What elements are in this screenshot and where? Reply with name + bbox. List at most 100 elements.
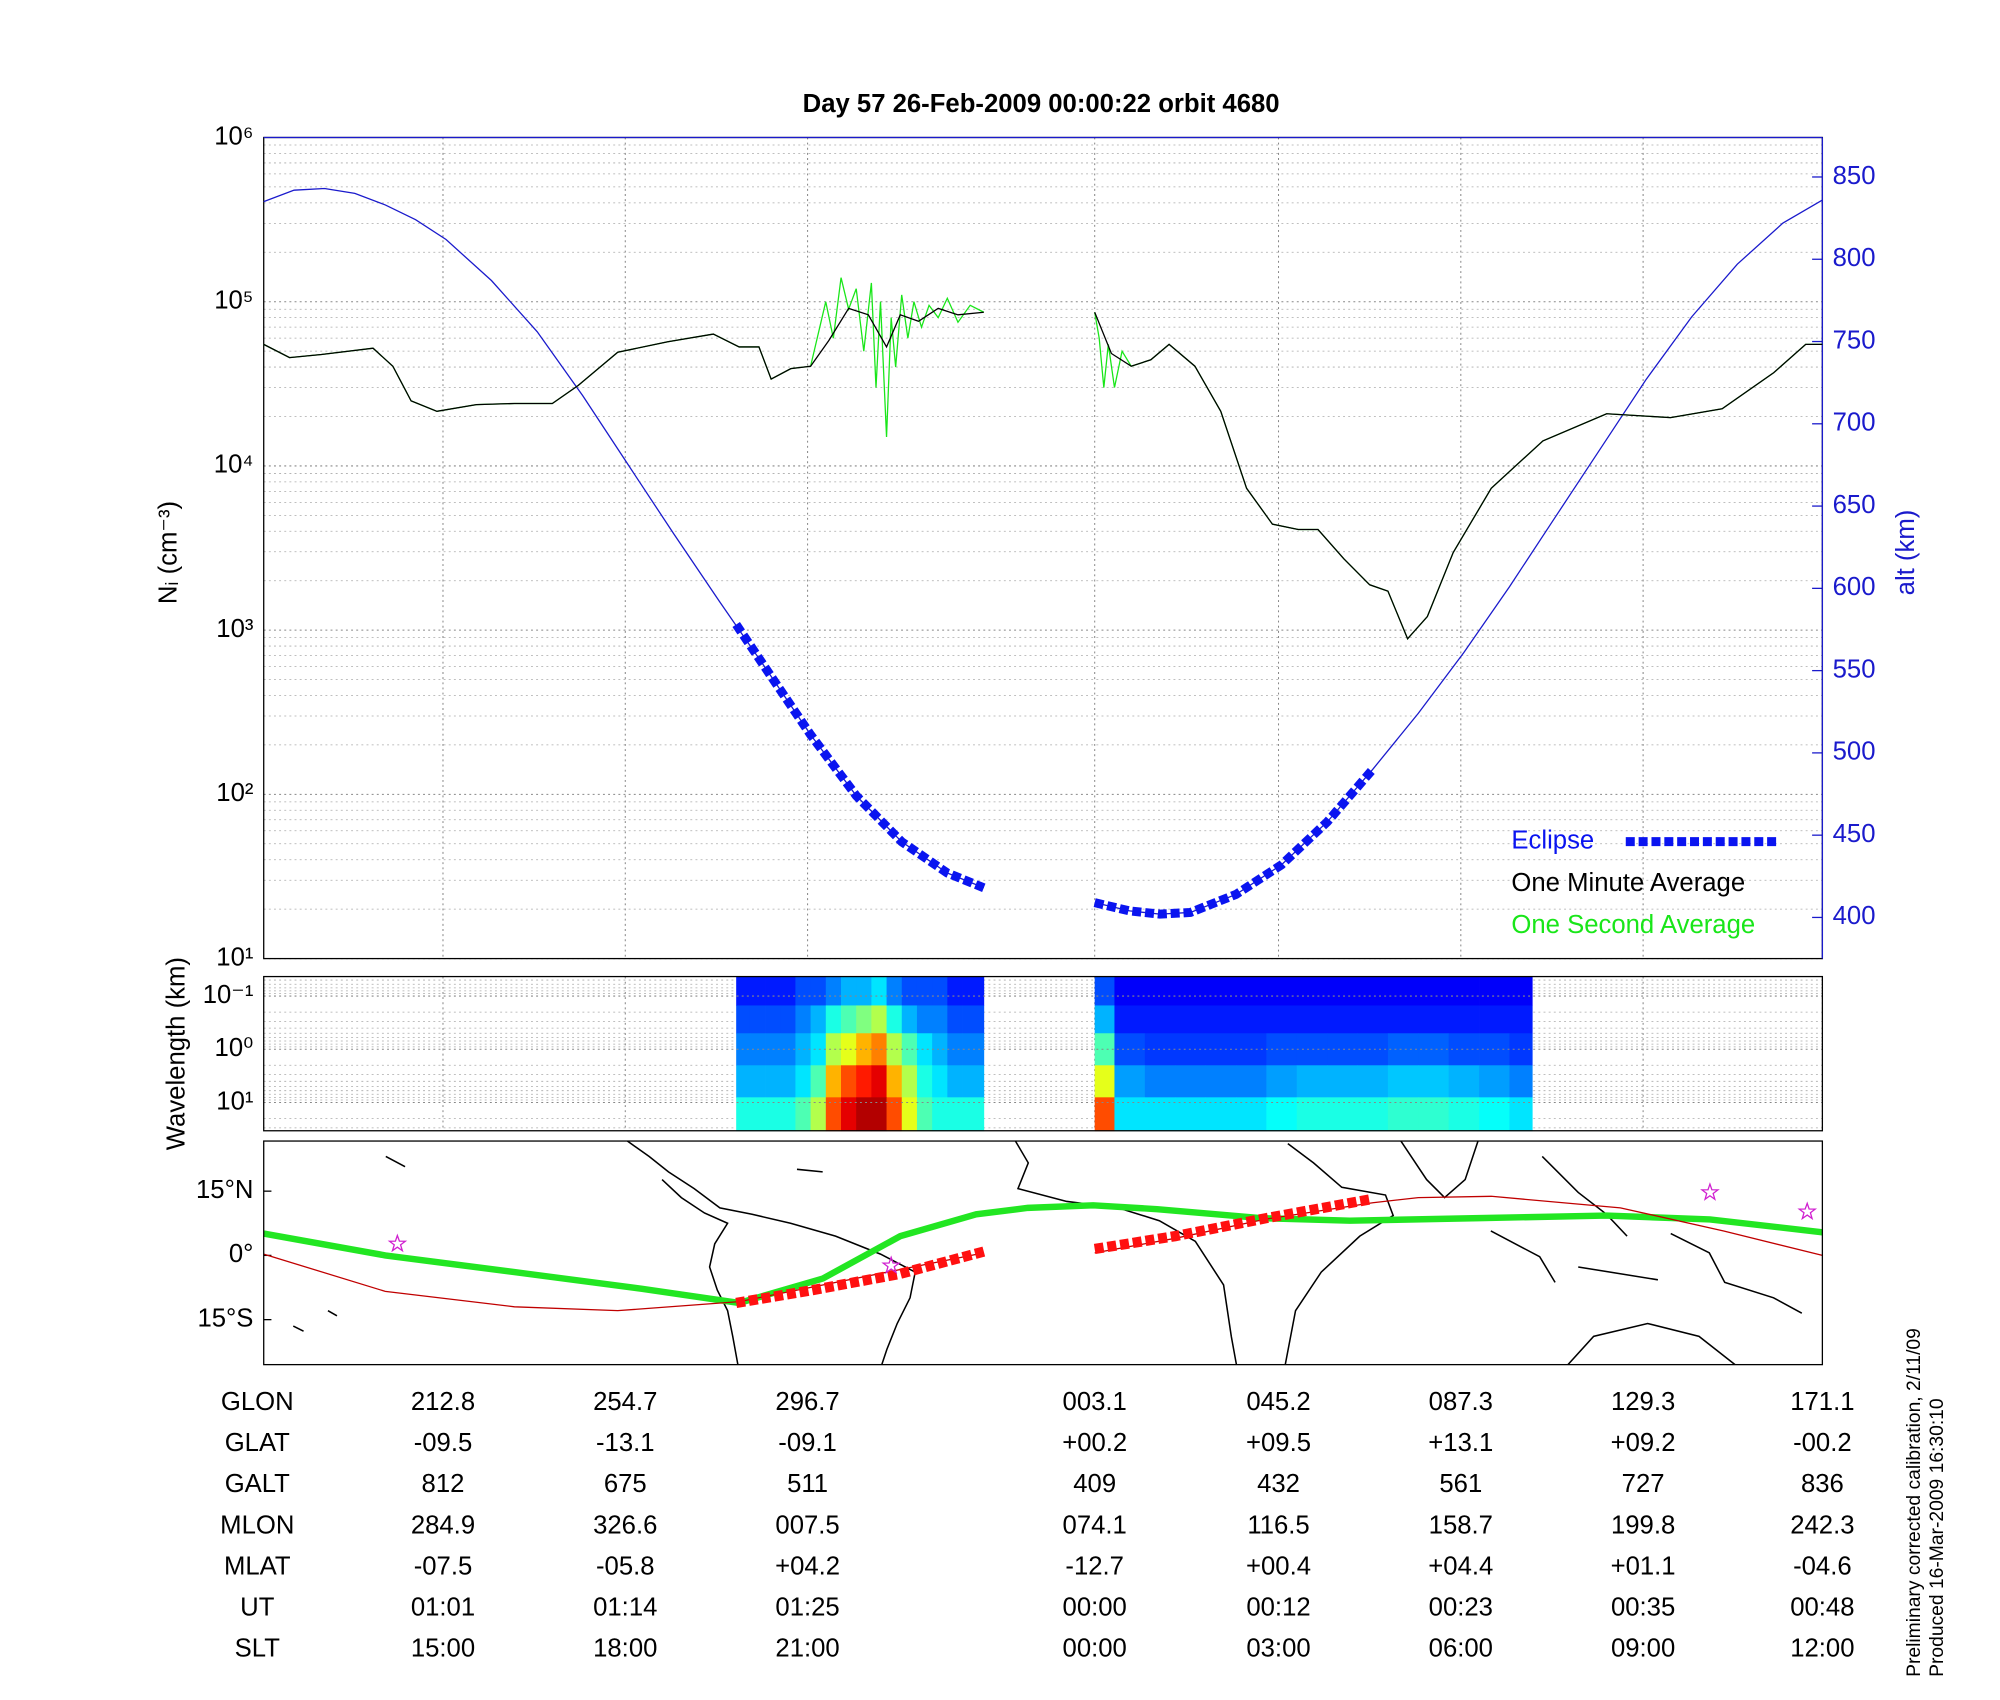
y-tick-label: 10⁶	[214, 122, 253, 150]
table-cell: 326.6	[593, 1511, 657, 1539]
table-cell: 087.3	[1429, 1388, 1493, 1416]
heatmap-cell	[856, 1005, 872, 1034]
table-cell: 171.1	[1790, 1388, 1854, 1416]
heatmap-cell	[840, 1033, 857, 1066]
heatmap-cell	[749, 1005, 766, 1034]
heatmap-cell	[1418, 976, 1450, 1006]
heatmap-cell	[765, 976, 781, 1006]
table-cell: -00.2	[1793, 1429, 1852, 1457]
heatmap-cell	[1296, 1065, 1328, 1098]
y-tick-label: 10⁰	[215, 1034, 254, 1062]
y2-tick-label: 700	[1833, 409, 1876, 437]
heatmap-cell	[749, 976, 766, 1006]
heatmap-cell	[780, 1097, 796, 1132]
heatmap-cell	[736, 1065, 751, 1098]
heatmap-cell	[1266, 1005, 1298, 1034]
table-cell: -07.5	[414, 1552, 473, 1580]
heatmap-cell	[947, 1065, 963, 1098]
heatmap-cell	[1296, 1097, 1328, 1132]
heatmap-cell	[1479, 1033, 1510, 1066]
heatmap-cell	[736, 1005, 751, 1034]
heatmap-cell	[765, 1097, 781, 1132]
table-cell: 074.1	[1063, 1511, 1127, 1539]
axes-frame	[263, 975, 1824, 1132]
table-cell: 01:25	[775, 1594, 839, 1622]
heatmap-cell	[840, 1005, 857, 1034]
heatmap-cell	[810, 1065, 827, 1098]
heatmap-cell	[916, 1005, 933, 1034]
heatmap-cell	[856, 976, 872, 1006]
heatmap-cell	[1418, 1097, 1450, 1132]
heatmap-cell	[1094, 976, 1115, 1006]
y2-tick-label: 450	[1833, 820, 1876, 848]
heatmap-cell	[932, 1033, 948, 1066]
heatmap-cell	[1448, 976, 1480, 1006]
y2-tick-label: 850	[1833, 162, 1876, 190]
heatmap-cell	[1418, 1065, 1450, 1098]
table-cell: 812	[422, 1470, 465, 1498]
row-label: MLON	[220, 1511, 294, 1539]
table-cell: 561	[1439, 1470, 1482, 1498]
heatmap-cell	[795, 1065, 812, 1098]
heatmap-cell	[1448, 1033, 1480, 1066]
table-cell: -12.7	[1065, 1552, 1124, 1580]
heatmap-cell	[1387, 1097, 1419, 1132]
heatmap-cell	[749, 1097, 766, 1132]
heatmap-cell	[901, 976, 918, 1006]
heatmap-cell	[749, 1065, 766, 1098]
y2-tick-label: 400	[1833, 902, 1876, 930]
table-cell: 00:23	[1429, 1594, 1493, 1622]
y-tick-label: 0°	[229, 1240, 254, 1268]
row-label: GLAT	[225, 1429, 290, 1457]
heatmap-cell	[795, 1005, 812, 1034]
table-cell: -09.5	[414, 1429, 473, 1457]
heatmap-cell	[1094, 1097, 1115, 1132]
heatmap-cell	[840, 976, 857, 1006]
chart-title: Day 57 26-Feb-2009 00:00:22 orbit 4680	[803, 90, 1280, 118]
heatmap-cell	[1114, 1005, 1146, 1034]
heatmap-cell	[1357, 1033, 1389, 1066]
table-cell: 242.3	[1790, 1511, 1854, 1539]
star-marker	[1700, 1182, 1720, 1201]
heatmap-cell	[1357, 1005, 1389, 1034]
heatmap-cell	[886, 1065, 903, 1098]
y2-tick-label: 750	[1833, 326, 1876, 354]
table-cell: -04.6	[1793, 1552, 1852, 1580]
heatmap-cell	[1114, 1033, 1146, 1066]
heatmap-cell	[962, 976, 985, 1006]
heatmap-cell	[962, 1005, 985, 1034]
heatmap-cell	[932, 1097, 948, 1132]
heatmap-cell	[1266, 1065, 1298, 1098]
heatmap-cell	[901, 1005, 918, 1034]
table-cell: 511	[787, 1470, 828, 1498]
heatmap-cell	[947, 1097, 963, 1132]
y-tick-label: 15°N	[196, 1176, 253, 1204]
heatmap-cell	[1509, 1065, 1533, 1098]
heatmap-cell	[780, 1065, 796, 1098]
table-cell: 836	[1801, 1470, 1844, 1498]
heatmap-cell	[947, 976, 963, 1006]
table-cell: 045.2	[1246, 1388, 1310, 1416]
heatmap-cell	[1479, 976, 1510, 1006]
heatmap-cell	[1144, 1005, 1176, 1034]
table-cell: 212.8	[411, 1388, 475, 1416]
heatmap-cell	[1235, 1005, 1267, 1034]
heatmap-cell	[901, 1033, 918, 1066]
heatmap-cell	[780, 976, 796, 1006]
series-line	[732, 621, 1377, 919]
heatmap-cell	[871, 976, 887, 1006]
heatmap-cell	[1296, 976, 1328, 1006]
heatmap-cell	[1327, 1033, 1358, 1066]
heatmap-cell	[1509, 1005, 1533, 1034]
heatmap-cell	[1266, 976, 1298, 1006]
y-tick-label: 10²	[216, 779, 254, 807]
table-cell: 21:00	[775, 1635, 839, 1663]
heatmap-cell	[947, 1005, 963, 1034]
heatmap-cell	[1387, 1033, 1419, 1066]
heatmap-cell	[871, 1065, 887, 1098]
heatmap-cell	[1094, 1005, 1115, 1034]
heatmap-cell	[856, 1033, 872, 1066]
y-tick-label: 10⁻¹	[203, 981, 254, 1009]
